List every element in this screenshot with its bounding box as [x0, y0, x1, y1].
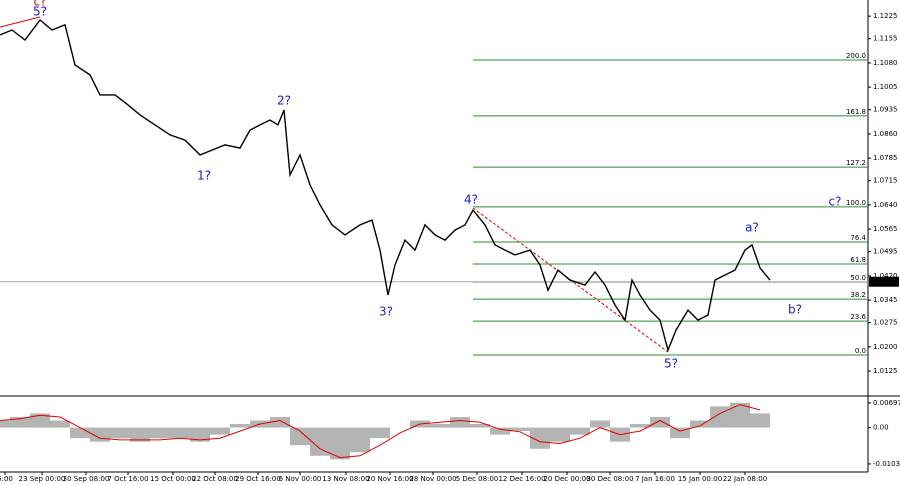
x-tick-label: 5 Dec 08:00: [456, 475, 499, 483]
y-tick-label: 0.00697: [873, 399, 900, 407]
y-tick-label: 1.1155: [873, 35, 898, 43]
histogram-bar: [590, 420, 610, 428]
y-tick-label: 1.0565: [873, 225, 898, 233]
x-tick-label: 7 Oct 16:00: [107, 475, 148, 483]
x-tick-label: 22 Jan 08:00: [723, 475, 767, 483]
y-tick-label: 1.0125: [873, 367, 898, 375]
histogram-bar: [710, 406, 730, 428]
wave-label: c?: [34, 0, 47, 8]
x-tick-label: 6 Nov 00:00: [279, 475, 322, 483]
histogram-bar: [430, 424, 450, 428]
wave-label: c?: [829, 195, 842, 209]
x-tick-label: 15 Jan 00:00: [678, 475, 722, 483]
histogram-bar: [230, 424, 250, 428]
fib-label: 100.0: [846, 199, 866, 207]
histogram-bar: [650, 416, 670, 428]
y-tick-label: 1.0345: [873, 296, 898, 304]
histogram-bar: [170, 427, 190, 439]
histogram-bar: [750, 413, 770, 428]
wave-label: b?: [788, 303, 802, 317]
histogram-bar: [370, 427, 390, 439]
histogram-bar: [690, 420, 710, 428]
fib-label: 50.0: [850, 274, 866, 282]
fib-label: 161.8: [846, 108, 866, 116]
price-line: [0, 18, 771, 353]
histogram-bar: [330, 427, 350, 460]
x-tick-label: 20 Nov 16:00: [366, 475, 413, 483]
y-tick-label: 1.1080: [873, 59, 898, 67]
wave-label: 4?: [464, 193, 478, 207]
histogram-bar: [310, 427, 330, 456]
y-tick-label: -0.0103: [873, 460, 900, 468]
histogram-bar: [210, 427, 230, 435]
histogram-bar: [0, 420, 10, 428]
fib-label: 76.4: [850, 234, 866, 242]
x-tick-label: 20 Dec 00:00: [543, 475, 590, 483]
wave-label: 1?: [197, 168, 211, 182]
histogram-bar: [490, 427, 510, 435]
histogram-bar: [470, 424, 490, 428]
histogram-bar: [130, 427, 150, 442]
wave-label: 5?: [33, 4, 47, 18]
wave-label: 2?: [277, 94, 291, 108]
histogram-bar: [110, 427, 130, 439]
histogram-bar: [630, 424, 650, 428]
fib-label: 200.0: [846, 52, 866, 60]
x-tick-label: 30 Dec 08:00: [586, 475, 633, 483]
fib-label: 23.6: [850, 313, 866, 321]
y-tick-label: 1.0640: [873, 201, 898, 209]
histogram-bar: [350, 427, 370, 453]
histogram-bar: [270, 416, 290, 428]
x-tick-label: 12 Dec 16:00: [498, 475, 545, 483]
y-tick-label: 1.0785: [873, 154, 898, 162]
histogram-bar: [670, 427, 690, 439]
histogram-bar: [10, 416, 30, 428]
y-tick-label: 1.0495: [873, 248, 898, 256]
x-tick-label: 23 Sep 00:00: [19, 475, 66, 483]
histogram-bar: [190, 427, 210, 442]
x-tick-label: 13 Nov 08:00: [322, 475, 369, 483]
y-tick-label: 1.0715: [873, 177, 898, 185]
signal-line: [0, 404, 761, 459]
y-tick-label: 1.0860: [873, 130, 898, 138]
histogram-bar: [550, 427, 570, 442]
histogram-bar: [730, 402, 750, 428]
wave-label: a?: [745, 221, 759, 235]
histogram-bar: [70, 427, 90, 439]
y-tick-label: 0.00: [873, 424, 889, 432]
histogram-bar: [50, 420, 70, 428]
current-price-box: [869, 276, 899, 287]
y-tick-label: 1.0420: [873, 272, 898, 280]
histogram-bar: [510, 427, 530, 432]
wave-label: 3?: [379, 305, 393, 319]
y-tick-label: 1.0200: [873, 343, 898, 351]
x-tick-label: 30 Sep 08:00: [63, 475, 110, 483]
histogram-bar: [450, 416, 470, 428]
x-tick-label: 15 Oct 00:00: [150, 475, 196, 483]
x-tick-label: 28 Nov 00:00: [409, 475, 456, 483]
current-price-label: 1.0402: [872, 278, 897, 286]
fib-label: 38.2: [850, 291, 866, 299]
wave-label: 5?: [664, 357, 678, 371]
fib-label: 0.0: [855, 347, 866, 355]
histogram-bar: [150, 427, 170, 439]
fib-label: 61.8: [850, 256, 866, 264]
histogram-bar: [30, 413, 50, 428]
y-tick-label: 1.0935: [873, 106, 898, 114]
y-tick-label: 1.1225: [873, 12, 898, 20]
x-tick-label: 6:00: [0, 475, 13, 483]
y-tick-label: 1.0275: [873, 319, 898, 327]
histogram-bar: [570, 427, 590, 435]
histogram-bar: [290, 427, 310, 446]
wave-line: [0, 16, 41, 28]
fib-label: 127.2: [846, 159, 866, 167]
y-tick-label: 1.1005: [873, 83, 898, 91]
x-tick-label: 22 Oct 08:00: [192, 475, 238, 483]
x-tick-label: 29 Oct 16:00: [235, 475, 281, 483]
histogram-bar: [530, 427, 550, 449]
x-tick-label: 7 Jan 16:00: [635, 475, 675, 483]
